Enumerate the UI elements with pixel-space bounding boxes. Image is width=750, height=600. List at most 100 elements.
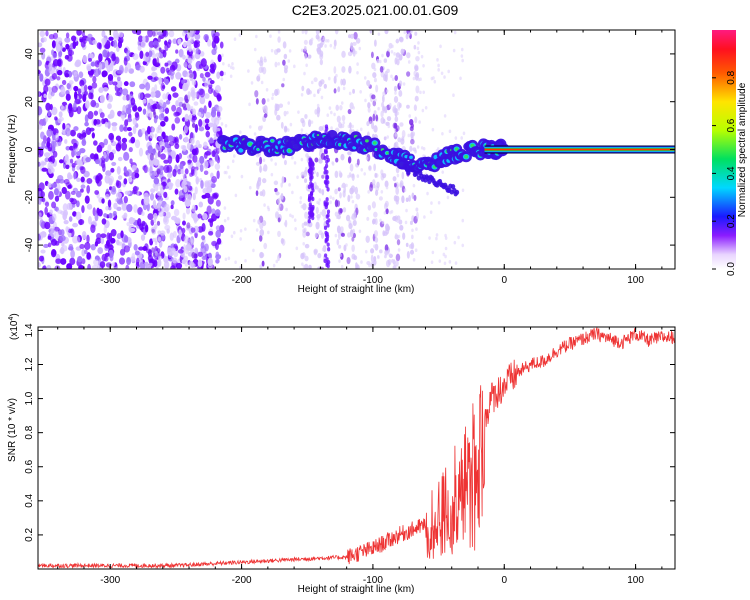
noise-cell xyxy=(274,187,278,193)
noise-cell xyxy=(81,248,86,257)
snr-y-ticks: 0.2 0.4 0.6 0.8 1.0 1.2 1.4 xyxy=(24,323,675,542)
noise-cell xyxy=(302,203,307,211)
noise-cell xyxy=(303,71,306,76)
noise-cell xyxy=(280,121,284,129)
noise-cell xyxy=(347,124,351,129)
noise-cell xyxy=(215,251,220,257)
noise-cell xyxy=(403,30,407,35)
noise-cell xyxy=(391,44,394,49)
noise-cell xyxy=(231,66,235,71)
noise-cell xyxy=(47,182,53,188)
y-tick-label: 0 xyxy=(24,146,35,152)
noise-cell xyxy=(175,49,179,54)
noise-cell xyxy=(413,104,417,111)
noise-cell xyxy=(326,209,331,214)
noise-cell xyxy=(75,200,80,208)
noise-cell xyxy=(215,225,221,231)
noise-cell xyxy=(38,198,42,205)
noise-cell xyxy=(430,76,434,81)
noise-cell xyxy=(410,123,414,129)
noise-cell xyxy=(98,141,105,149)
noise-cell xyxy=(190,261,195,267)
noise-cell xyxy=(275,191,280,196)
noise-cell xyxy=(380,173,385,181)
noise-cell xyxy=(402,232,406,240)
noise-cell xyxy=(307,119,312,128)
noise-cell xyxy=(273,180,279,186)
noise-cell xyxy=(252,218,256,223)
spectrogram-noise-layer xyxy=(38,30,466,269)
noise-cell xyxy=(78,218,83,226)
noise-cell xyxy=(115,91,121,96)
noise-cell xyxy=(116,206,122,212)
noise-cell xyxy=(81,139,87,147)
noise-cell xyxy=(371,62,376,70)
noise-cell xyxy=(439,44,442,49)
noise-cell xyxy=(57,174,64,182)
noise-cell xyxy=(270,172,274,177)
noise-cell xyxy=(311,188,315,193)
noise-cell xyxy=(195,176,199,185)
noise-cell xyxy=(204,118,210,124)
noise-cell xyxy=(397,234,401,239)
x-tick-label: -200 xyxy=(232,575,252,586)
noise-cell xyxy=(384,200,389,208)
noise-cell xyxy=(232,154,236,158)
noise-cell xyxy=(412,147,417,152)
noise-cell xyxy=(301,85,305,92)
noise-cell xyxy=(129,81,136,88)
noise-cell xyxy=(55,132,59,141)
noise-cell xyxy=(200,241,205,249)
noise-cell xyxy=(304,114,308,119)
noise-cell xyxy=(304,211,309,219)
noise-cell xyxy=(126,50,131,57)
noise-cell xyxy=(44,221,51,230)
noise-cell xyxy=(163,191,168,199)
noise-cell xyxy=(42,36,47,43)
noise-cell xyxy=(55,258,62,265)
noise-cell xyxy=(383,173,387,177)
noise-cell xyxy=(175,71,182,80)
noise-cell xyxy=(223,71,227,76)
noise-cell xyxy=(193,101,199,106)
noise-cell xyxy=(111,185,116,193)
noise-cell xyxy=(274,89,279,96)
noise-cell xyxy=(323,170,327,175)
noise-cell xyxy=(380,110,384,118)
noise-cell xyxy=(396,58,400,66)
noise-cell xyxy=(126,203,133,213)
noise-cell xyxy=(86,203,93,210)
noise-cell xyxy=(293,161,297,165)
noise-cell xyxy=(86,65,92,72)
noise-cell xyxy=(340,232,345,237)
noise-cell xyxy=(371,121,375,130)
noise-cell xyxy=(182,212,186,220)
noise-cell xyxy=(422,90,426,95)
noise-cell xyxy=(104,121,109,128)
noise-cell xyxy=(300,128,304,132)
noise-cell xyxy=(296,175,299,180)
noise-cell xyxy=(384,106,388,114)
noise-cell xyxy=(232,230,236,235)
noise-cell xyxy=(398,102,402,109)
noise-cell xyxy=(172,92,179,98)
noise-cell xyxy=(259,221,264,230)
noise-cell xyxy=(182,172,186,179)
noise-cell xyxy=(43,243,49,248)
noise-cell xyxy=(300,93,304,97)
noise-cell xyxy=(382,119,386,124)
noise-cell xyxy=(443,75,446,79)
noise-cell xyxy=(410,131,416,137)
noise-cell xyxy=(147,145,153,154)
noise-cell xyxy=(409,220,413,226)
noise-cell xyxy=(351,215,354,220)
noise-cell xyxy=(73,149,77,156)
noise-cell xyxy=(72,222,78,228)
noise-cell xyxy=(430,201,433,205)
noise-cell xyxy=(221,53,224,58)
noise-cell xyxy=(197,213,202,219)
y-tick-label: -40 xyxy=(24,237,35,252)
noise-cell xyxy=(321,188,325,196)
noise-cell xyxy=(111,161,117,166)
noise-cell xyxy=(307,90,313,95)
